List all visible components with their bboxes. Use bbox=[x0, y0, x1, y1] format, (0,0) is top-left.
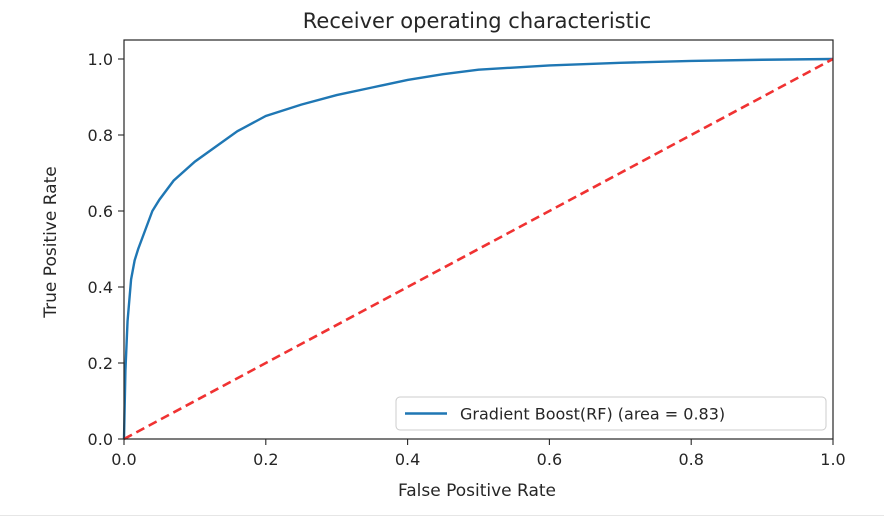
x-tick-label: 0.4 bbox=[395, 450, 420, 469]
axes: 0.0 0.2 0.4 0.6 0.8 1.0 0.0 0.2 0.4 0.6 0.8 1.0 bbox=[88, 39, 846, 469]
y-tick-label: 0.2 bbox=[88, 354, 113, 373]
roc-curve-line bbox=[122, 57, 834, 440]
axes-frame bbox=[123, 39, 834, 440]
legend-label: Gradient Boost(RF) (area = 0.83) bbox=[460, 405, 725, 424]
x-axis-label: False Positive Rate bbox=[398, 481, 556, 501]
y-tick-label: 1.0 bbox=[88, 50, 113, 69]
y-tick-label: 0.8 bbox=[88, 126, 113, 145]
y-tick-label: 0.4 bbox=[88, 278, 113, 297]
chance-diagonal-line bbox=[123, 57, 834, 441]
x-tick-label: 1.0 bbox=[820, 450, 845, 469]
y-axis-label: True Positive Rate bbox=[41, 166, 61, 318]
y-tick-label: 0.0 bbox=[88, 430, 113, 449]
x-tick-label: 0.8 bbox=[678, 450, 703, 469]
legend-box bbox=[395, 396, 827, 431]
y-tick-label: 0.6 bbox=[88, 202, 113, 221]
plot-area bbox=[122, 57, 834, 441]
x-tick-label: 0.6 bbox=[537, 450, 562, 469]
x-tick-label: 0.0 bbox=[111, 450, 136, 469]
divider bbox=[0, 515, 884, 516]
legend: Gradient Boost(RF) (area = 0.83) bbox=[395, 396, 827, 431]
chart-title: Receiver operating characteristic bbox=[303, 9, 651, 33]
x-tick-label: 0.2 bbox=[253, 450, 278, 469]
